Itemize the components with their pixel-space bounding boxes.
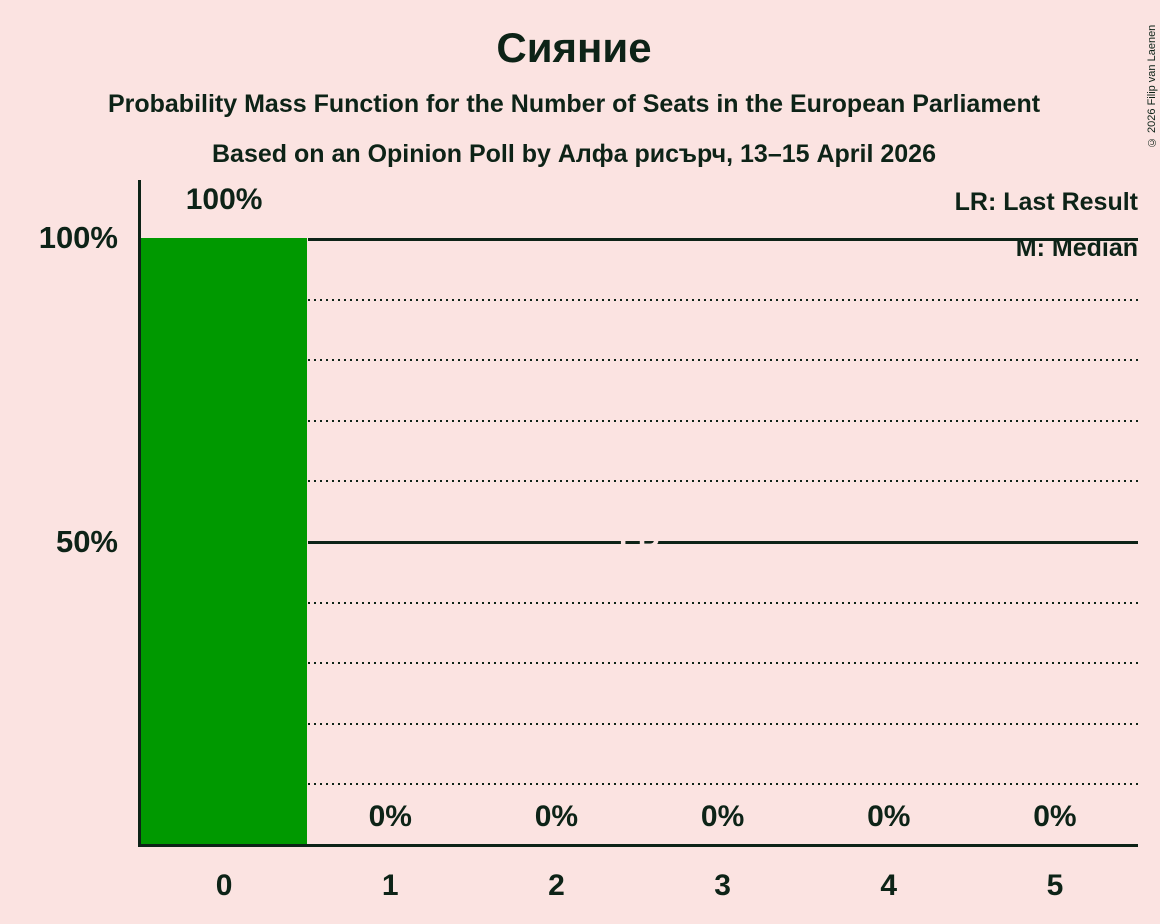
bar-seat-0 [141,238,308,844]
x-tick-0: 0 [215,869,233,902]
x-tick-5: 5 [1046,869,1064,902]
value-label-seat-0: 100% [185,183,263,216]
x-axis-tick-labels: 0 1 2 3 4 5 [141,866,1138,906]
gridline-40 [307,602,1138,604]
gridline-70 [307,420,1138,422]
x-tick-4: 4 [880,869,898,902]
chart-subtitle: Probability Mass Function for the Number… [107,90,1041,118]
chart-title: Сияние [496,24,652,71]
gridline-90 [307,299,1138,301]
last-result-marker-label: LR [618,527,661,562]
x-tick-3: 3 [714,869,731,902]
median-marker-label: M [626,489,653,524]
bar-annotation-block: M LR [141,488,1138,564]
gridline-20 [307,723,1138,725]
gridline-80 [307,359,1138,361]
chart-poll-source: Based on an Opinion Poll by Алфа рисърч,… [212,140,936,168]
gridline-60 [307,480,1138,482]
legend-median: M: Median [1015,234,1138,262]
value-label-seat-2: 0% [534,800,579,833]
value-label-seat-1: 0% [368,800,412,833]
gridline-30 [307,662,1138,664]
value-label-seat-5: 0% [1033,800,1077,833]
x-tick-2: 2 [548,869,565,902]
zero-value-labels: 0% 0% 0% 0% 0% [307,799,1138,835]
bar-slot-0 [141,180,308,844]
gridline-50 [307,541,1138,544]
gridline-100 [307,238,1138,241]
y-axis-label-100: 100% [38,220,118,255]
gridline-10 [307,783,1138,785]
x-tick-1: 1 [381,869,399,902]
value-label-seat-4: 0% [867,800,911,833]
legend-last-result: LR: Last Result [954,188,1138,216]
y-axis-label-50: 50% [55,524,118,559]
value-label-seat-3: 0% [700,800,745,833]
plot-area: M LR 100% 0% 0% 0% 0% 0% [138,180,1138,847]
